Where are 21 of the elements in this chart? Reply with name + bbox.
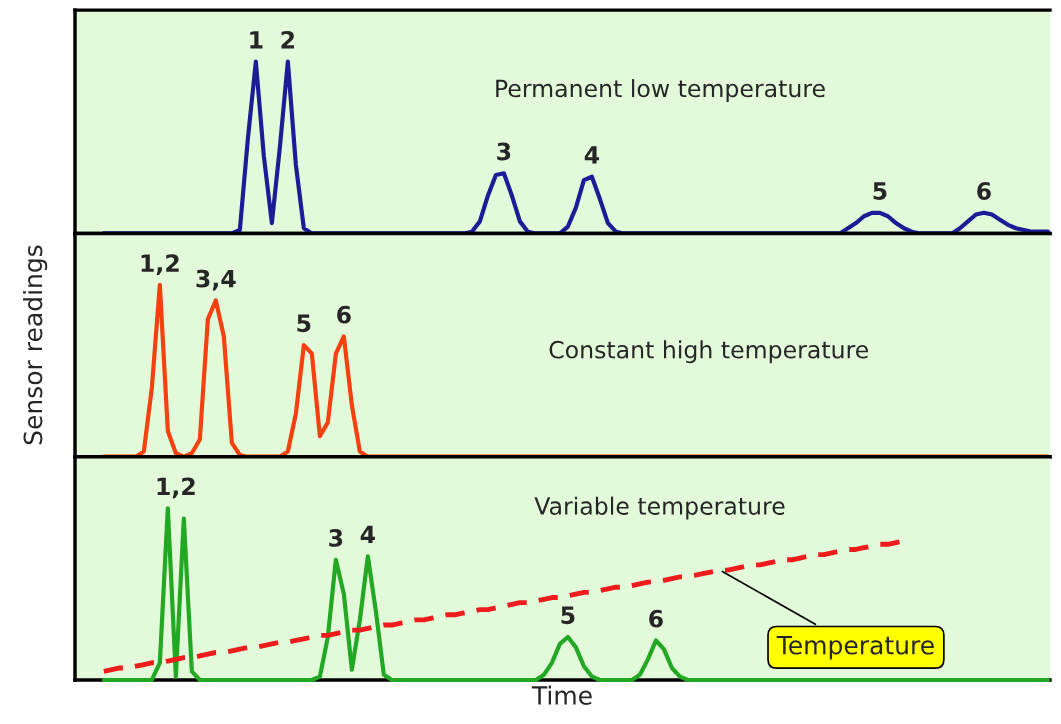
text: 2 [281,30,295,49]
annotation: 4 [360,525,375,544]
annotation: 3 [329,528,343,547]
text: 1,2 [157,477,195,499]
annotation: 5 [873,182,887,200]
text: 1,2 [141,254,179,276]
annotation: 3,4 [196,269,236,291]
text: 1 [250,31,263,49]
annotation: 5 [561,606,575,625]
text: Temperature [776,636,934,660]
annotation: 6 [977,182,991,200]
x-axis-title: Time [531,685,592,705]
text: Constant high temperature [549,340,868,364]
annotation: 6 [649,609,663,628]
annotation: 5 [297,314,311,333]
y-axis-title: Sensor readings [23,245,48,445]
text: Permanent low temperature [496,79,825,102]
annotation: 3 [497,142,511,161]
chart-title: Variable temperature [534,496,785,520]
annotation: 6 [337,305,351,324]
annotation: 4 [584,146,600,164]
